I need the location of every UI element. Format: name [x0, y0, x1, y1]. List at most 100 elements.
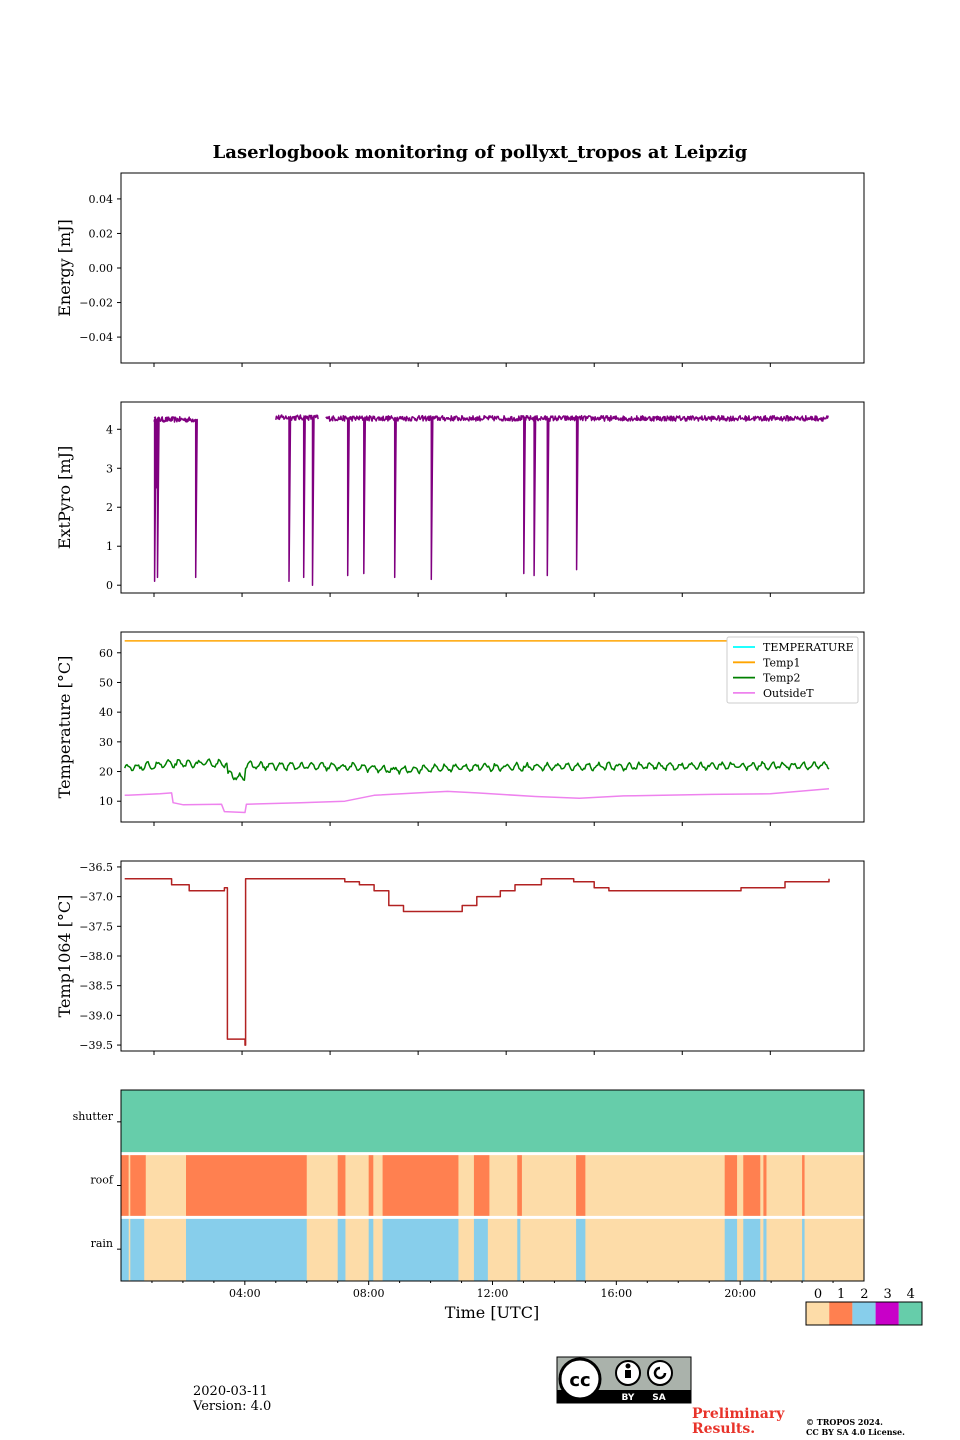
footer-info: 2020-03-11 Version: 4.0	[193, 1384, 271, 1414]
preliminary-line2: Results.	[692, 1421, 756, 1437]
axes-frame	[120, 860, 865, 1052]
sa-share-icon	[647, 1360, 673, 1386]
colorbar-label-2: 2	[860, 1287, 868, 1302]
row-label-rain: rain	[91, 1237, 113, 1250]
plot-area-temp1064	[124, 878, 830, 1046]
flag-shutter-segment	[121, 1090, 864, 1154]
y-tick-label: −39.0	[79, 1009, 113, 1022]
x-tick-label: 20:00	[724, 1287, 756, 1300]
row-label-shutter: shutter	[73, 1110, 114, 1123]
y-axis-label-energy: Energy [mJ]	[55, 219, 74, 317]
colorbar-swatch-4	[898, 1302, 922, 1325]
colorbar-label-0: 0	[814, 1287, 822, 1302]
axes-frame	[120, 172, 865, 364]
colorbar-swatch-3	[875, 1302, 899, 1325]
y-tick-label: −0.04	[79, 331, 113, 344]
axes-frame	[120, 401, 865, 594]
colorbar-swatch-1	[829, 1302, 853, 1325]
flag-rain-segment	[130, 1217, 145, 1281]
colorbar-label-1: 1	[837, 1287, 845, 1302]
cc-circle-icon	[558, 1357, 602, 1401]
colorbar-swatch-0	[806, 1302, 830, 1325]
flag-rain-segment	[724, 1217, 738, 1281]
flag-roof-segment	[368, 1153, 374, 1218]
flag-row-roof	[121, 1152, 864, 1218]
legend-frame	[726, 636, 859, 704]
y-tick-label: −39.5	[79, 1039, 113, 1052]
y-tick-label: 3	[106, 462, 113, 475]
y-axis-label-extpyro: ExtPyro [mJ]	[55, 446, 74, 549]
flag-roof-segment	[121, 1153, 129, 1218]
y-tick-label: −37.0	[79, 891, 113, 904]
colorbar-swatch-2	[852, 1302, 876, 1325]
legend-entry-outsidet: OutsideT	[763, 687, 814, 700]
cc-by-label: BY	[622, 1393, 635, 1403]
cc-mark: cc	[569, 1370, 590, 1391]
y-axis-label-temp1064: Temp1064 [°C]	[55, 895, 74, 1018]
flag-roof-segment	[186, 1153, 307, 1218]
y-tick-label: 60	[99, 647, 113, 660]
y-tick-label: 40	[99, 706, 113, 719]
plot-area-extpyro	[153, 414, 829, 586]
flag-rain-segment	[743, 1217, 761, 1281]
x-tick-label: 08:00	[353, 1287, 385, 1300]
series-line-extpyro	[153, 414, 829, 586]
panel-flags: shutter roof rain 04:00 08:00 12:00 16:00 20:00	[73, 1089, 865, 1300]
flag-rain-segment	[382, 1217, 459, 1281]
y-axis-label-temperature: Temperature [°C]	[55, 656, 74, 799]
series-line-outsidet	[124, 788, 830, 814]
y-tick-label: 30	[99, 736, 113, 749]
y-tick-label: −38.5	[79, 980, 113, 993]
flag-rain-segment	[337, 1217, 346, 1281]
y-tick-label: −0.02	[79, 297, 113, 310]
colorbar-label-4: 4	[907, 1287, 915, 1302]
x-tick-label: 04:00	[229, 1287, 261, 1300]
copyright-line1: © TROPOS 2024.	[806, 1417, 883, 1427]
y-tick-label: 50	[99, 676, 113, 689]
flag-roof-segment	[128, 1153, 131, 1218]
row-label-roof: roof	[90, 1174, 114, 1187]
y-tick-label: 2	[106, 501, 113, 514]
panel-energy: 0.04 0.02 0.00 −0.02 −0.04 Energy [mJ]	[55, 172, 865, 367]
legend: TEMPERATURE Temp1 Temp2 OutsideT	[726, 636, 859, 704]
flag-roof-segment	[473, 1153, 490, 1218]
flag-row-rain	[121, 1215, 864, 1281]
by-person-body-icon	[625, 1370, 631, 1378]
legend-entry-temp1: Temp1	[763, 656, 800, 669]
flag-rain-segment	[517, 1217, 521, 1281]
legend-entry-temperature: TEMPERATURE	[763, 641, 854, 654]
flag-roof-segment	[337, 1153, 346, 1218]
y-tick-label: 20	[99, 766, 113, 779]
cc-license-badge: cc BY SA	[556, 1356, 692, 1404]
y-tick-label: 1	[106, 540, 113, 553]
flag-row-shutter	[121, 1090, 864, 1154]
panel-temp1064: −36.5 −37.0 −37.5 −38.0 −38.5 −39.0 −39.5 Temp1…	[55, 860, 865, 1055]
flag-rain-segment	[121, 1217, 129, 1281]
y-tick-label: 4	[106, 423, 113, 436]
flag-roof-segment	[517, 1153, 522, 1218]
series-line-temp1064	[124, 878, 830, 1046]
flag-rain-segment	[576, 1217, 586, 1281]
colorbar-frame	[805, 1301, 923, 1326]
sa-arrow-icon	[653, 1366, 667, 1380]
legend-entry-temp2: Temp2	[763, 672, 800, 685]
flag-rain-segment	[368, 1217, 374, 1281]
y-tick-label: 0.02	[89, 227, 114, 240]
cc-sa-label: SA	[652, 1393, 665, 1403]
flag-roof-segment	[802, 1153, 805, 1218]
y-tick-label: 0.04	[89, 193, 114, 206]
preliminary-note: Preliminary Results.	[692, 1407, 784, 1437]
panel-extpyro: 0 1 2 3 4 ExtPyro [mJ]	[55, 401, 865, 597]
by-person-head-icon	[625, 1363, 631, 1369]
flag-rain-segment	[763, 1217, 767, 1281]
copyright-line2: CC BY SA 4.0 License.	[806, 1427, 905, 1437]
y-tick-label: −38.0	[79, 950, 113, 963]
x-tick-label: 12:00	[477, 1287, 509, 1300]
y-tick-label: 0	[106, 579, 113, 592]
flag-rain-segment	[802, 1217, 805, 1281]
y-tick-label: −36.5	[79, 861, 113, 874]
footer-date: 2020-03-11	[193, 1384, 268, 1399]
